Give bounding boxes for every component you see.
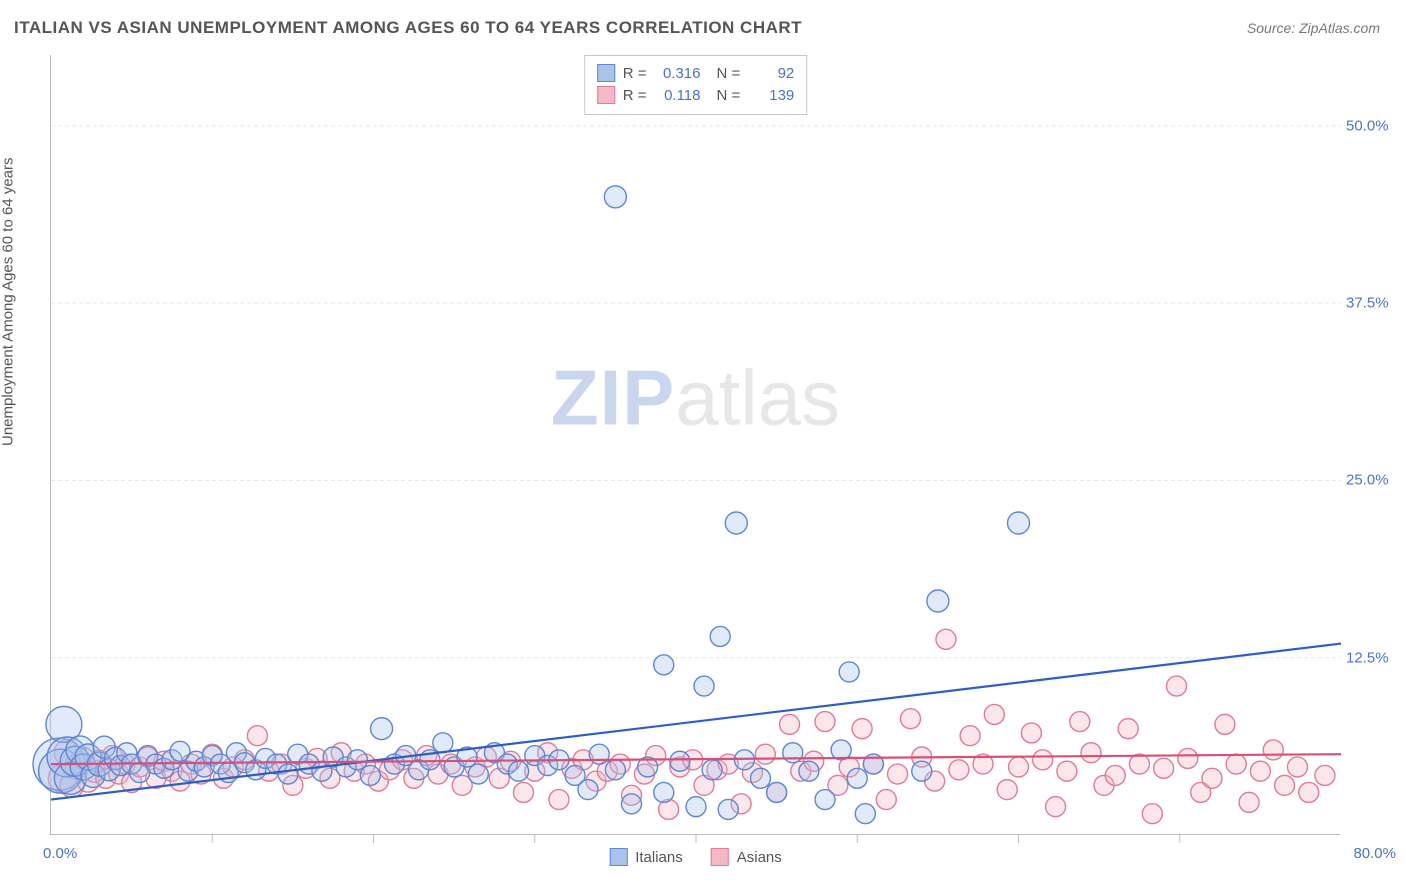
n-value-asians: 139 (748, 87, 794, 104)
n-value-italians: 92 (748, 65, 794, 82)
y-tick-label: 50.0% (1346, 117, 1398, 134)
source-attribution: Source: ZipAtlas.com (1247, 20, 1380, 36)
series-legend: Italians Asians (609, 848, 782, 866)
swatch-italians (597, 64, 615, 82)
swatch-italians-bottom (609, 848, 627, 866)
chart-container: ITALIAN VS ASIAN UNEMPLOYMENT AMONG AGES… (0, 0, 1406, 892)
legend-item-italians: Italians (609, 848, 683, 866)
r-label: R = (623, 65, 647, 82)
r-value-asians: 0.118 (655, 87, 701, 104)
legend-label-asians: Asians (737, 849, 782, 866)
y-tick-label: 37.5% (1346, 295, 1398, 312)
chart-svg (51, 55, 1340, 834)
r-label: R = (623, 87, 647, 104)
chart-title: ITALIAN VS ASIAN UNEMPLOYMENT AMONG AGES… (14, 18, 802, 38)
legend-label-italians: Italians (635, 849, 683, 866)
plot-area: ZIPatlas 12.5%25.0%37.5%50.0% 0.0% 80.0%… (50, 55, 1340, 835)
r-value-italians: 0.316 (655, 65, 701, 82)
n-label: N = (717, 65, 741, 82)
swatch-asians-bottom (711, 848, 729, 866)
swatch-asians (597, 86, 615, 104)
x-axis-min-label: 0.0% (43, 845, 77, 862)
correlation-legend: R = 0.316 N = 92 R = 0.118 N = 139 (584, 55, 808, 115)
x-axis-max-label: 80.0% (1353, 845, 1396, 862)
legend-row-italians: R = 0.316 N = 92 (597, 62, 795, 84)
y-axis-label: Unemployment Among Ages 60 to 64 years (0, 157, 17, 446)
source-name: ZipAtlas.com (1299, 20, 1380, 36)
legend-item-asians: Asians (711, 848, 782, 866)
source-prefix: Source: (1247, 20, 1299, 36)
y-tick-label: 12.5% (1346, 649, 1398, 666)
legend-row-asians: R = 0.118 N = 139 (597, 84, 795, 106)
y-tick-label: 25.0% (1346, 472, 1398, 489)
n-label: N = (717, 87, 741, 104)
